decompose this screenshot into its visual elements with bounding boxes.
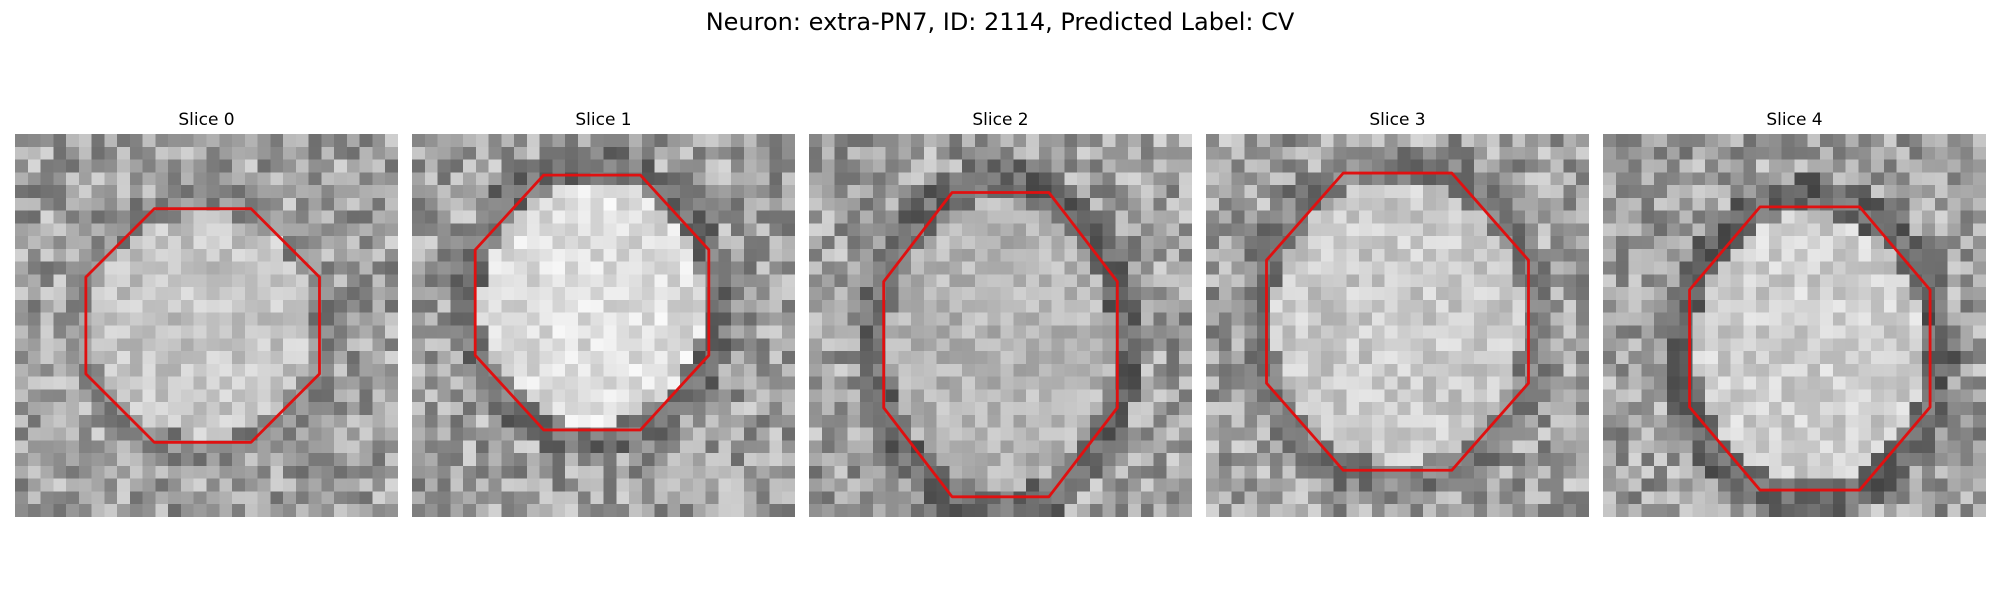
- segmentation-contour-1: [473, 173, 711, 432]
- contour-overlay-0: [84, 207, 321, 444]
- segmentation-contour-2: [882, 191, 1119, 499]
- contour-overlay-2: [882, 191, 1119, 499]
- slice-panel-4: Slice 4: [1603, 108, 1986, 517]
- slice-image-0: [15, 134, 398, 517]
- slice-title-1: Slice 1: [575, 110, 632, 130]
- slice-image-2: [809, 134, 1192, 517]
- segmentation-contour-0: [84, 207, 321, 444]
- contour-overlay-4: [1688, 205, 1932, 492]
- slice-panel-0: Slice 0: [15, 108, 398, 517]
- contour-overlay-1: [473, 173, 711, 432]
- slice-panel-3: Slice 3: [1206, 108, 1589, 517]
- slice-panel-2: Slice 2: [809, 108, 1192, 517]
- slice-title-3: Slice 3: [1369, 110, 1426, 130]
- slice-image-3: [1206, 134, 1589, 517]
- slice-panel-1: Slice 1: [412, 108, 795, 517]
- slice-title-2: Slice 2: [972, 110, 1029, 130]
- slice-title-0: Slice 0: [178, 110, 235, 130]
- slice-title-4: Slice 4: [1766, 110, 1823, 130]
- slice-image-4: [1603, 134, 1986, 517]
- contour-overlay-3: [1265, 171, 1530, 472]
- figure-title: Neuron: extra-PN7, ID: 2114, Predicted L…: [705, 8, 1295, 36]
- segmentation-contour-4: [1688, 205, 1932, 492]
- segmentation-contour-3: [1265, 171, 1530, 472]
